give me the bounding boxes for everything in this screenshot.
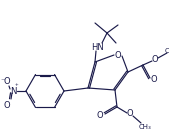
Text: ⁺: ⁺ <box>14 84 18 90</box>
Text: ⁻: ⁻ <box>1 77 5 85</box>
Text: HN: HN <box>91 42 103 51</box>
Text: N: N <box>10 87 16 96</box>
Text: O: O <box>97 111 103 120</box>
Text: O: O <box>127 109 133 118</box>
Text: O: O <box>115 51 121 59</box>
Text: CH₃: CH₃ <box>165 48 169 54</box>
Text: O: O <box>4 100 10 109</box>
Text: O: O <box>152 55 158 64</box>
Text: CH₃: CH₃ <box>139 124 151 130</box>
Text: O: O <box>151 75 157 85</box>
Text: O: O <box>4 77 10 87</box>
